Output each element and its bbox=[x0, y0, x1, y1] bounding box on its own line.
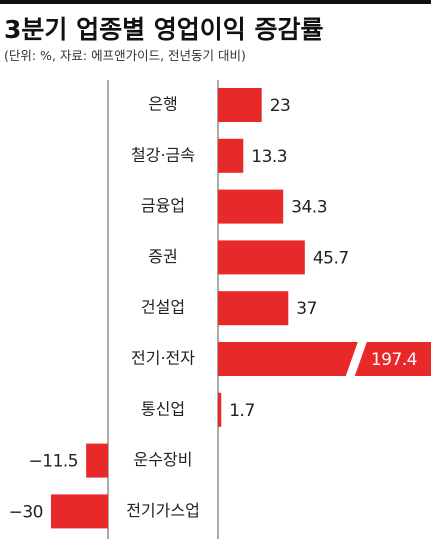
chart-title: 3분기 업종별 영업이익 증감률 bbox=[4, 15, 324, 44]
category-label: 건설업 bbox=[141, 298, 185, 317]
value-label: 13.3 bbox=[251, 147, 287, 167]
value-label: 1.7 bbox=[229, 401, 255, 421]
value-label: 45.7 bbox=[313, 248, 349, 268]
chart-subtitle: (단위: %, 자료: 에프앤가이드, 전년동기 대비) bbox=[4, 48, 246, 63]
value-label: 197.4 bbox=[371, 350, 417, 370]
bar bbox=[51, 494, 108, 529]
bar-break bbox=[345, 342, 367, 376]
bar bbox=[218, 342, 431, 376]
bar bbox=[218, 88, 262, 122]
value-label: 37 bbox=[296, 299, 317, 319]
bar bbox=[218, 291, 289, 326]
category-label: 통신업 bbox=[141, 399, 185, 418]
value-label: 34.3 bbox=[291, 198, 327, 218]
category-label: 철강·금속 bbox=[131, 145, 195, 164]
top-rule bbox=[0, 0, 431, 4]
bar bbox=[86, 443, 108, 478]
bar bbox=[218, 189, 284, 224]
category-label: 은행 bbox=[148, 95, 177, 114]
bar bbox=[218, 392, 222, 427]
category-label: 금융업 bbox=[141, 196, 185, 215]
category-label: 운수장비 bbox=[134, 450, 193, 469]
category-label: 증권 bbox=[148, 247, 177, 266]
value-label: −11.5 bbox=[29, 452, 79, 472]
value-label: 23 bbox=[270, 96, 291, 116]
category-label: 전기가스업 bbox=[126, 501, 200, 520]
value-label: −30 bbox=[9, 502, 43, 522]
bar bbox=[218, 240, 305, 275]
bar bbox=[218, 138, 244, 173]
category-label: 전기·전자 bbox=[131, 349, 195, 368]
